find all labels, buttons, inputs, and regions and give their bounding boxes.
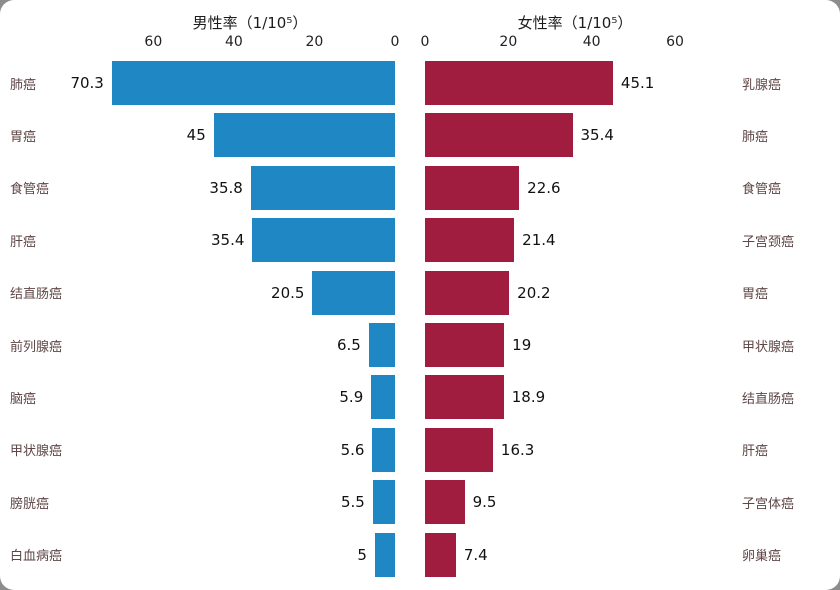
female-axis-tick-60: 60	[666, 34, 684, 50]
female-category-label: 甲状腺癌	[742, 339, 795, 355]
male-category-label: 白血病癌	[10, 549, 63, 565]
female-value-label: 19	[512, 336, 532, 354]
male-category-label: 胃癌	[10, 129, 37, 145]
male-value-label: 20.5	[271, 283, 305, 302]
male-axis-title: 男性率（1/10⁵）	[192, 14, 308, 32]
female-value-label: 9.5	[472, 493, 497, 512]
female-bar	[425, 165, 520, 210]
male-category-label: 甲状腺癌	[10, 444, 63, 460]
male-bar	[371, 375, 395, 420]
female-value-label: 45.1	[620, 74, 655, 92]
female-category-label: 肺癌	[742, 129, 769, 145]
male-value-label: 45	[186, 126, 206, 145]
female-value-label: 16.3	[500, 440, 535, 459]
female-bar	[425, 270, 510, 315]
female-bar	[425, 375, 504, 420]
female-value-label: 20.2	[517, 283, 551, 302]
male-axis-tick-20: 20	[305, 34, 324, 50]
male-category-label: 食管癌	[10, 182, 50, 198]
male-bar	[368, 323, 395, 367]
female-bar	[425, 113, 573, 158]
female-category-label: 结直肠癌	[742, 391, 795, 407]
male-bar	[250, 165, 395, 210]
female-axis-tick-40: 40	[582, 34, 601, 50]
male-bar	[111, 61, 395, 105]
female-bar	[425, 323, 505, 367]
female-axis-tick-0: 0	[420, 34, 430, 50]
male-value-label: 6.5	[336, 336, 361, 354]
male-bar	[252, 218, 395, 263]
male-category-label: 脑癌	[10, 391, 37, 407]
female-bar	[425, 480, 465, 525]
female-category-label: 子宫颈癌	[742, 234, 795, 250]
female-axis-title: 女性率（1/10⁵）	[517, 14, 633, 32]
male-axis-tick-60: 60	[144, 34, 163, 50]
male-value-label: 5.9	[339, 388, 364, 407]
female-bar	[425, 427, 493, 472]
female-category-label: 肝癌	[742, 444, 769, 460]
male-value-label: 35.8	[209, 178, 243, 197]
male-bar	[372, 480, 395, 525]
male-bar	[312, 270, 395, 315]
female-category-label: 胃癌	[742, 287, 769, 303]
female-value-label: 22.6	[527, 178, 561, 197]
male-bar	[213, 113, 395, 158]
male-category-label: 肺癌	[10, 77, 37, 93]
female-bar	[425, 532, 456, 577]
female-value-label: 35.4	[580, 126, 614, 145]
male-value-label: 5.6	[340, 440, 365, 459]
female-bar	[425, 218, 515, 263]
male-axis-tick-40: 40	[224, 34, 243, 50]
male-category-label: 膀胱癌	[10, 496, 50, 512]
male-category-label: 结直肠癌	[10, 287, 63, 303]
female-category-label: 卵巢癌	[742, 549, 782, 565]
female-value-label: 7.4	[463, 545, 488, 564]
male-bar	[372, 427, 395, 472]
male-value-label: 5.5	[341, 493, 365, 512]
male-value-label: 35.4	[211, 231, 245, 250]
female-category-label: 乳腺癌	[742, 77, 782, 93]
male-category-label: 肝癌	[10, 234, 37, 250]
female-value-label: 18.9	[511, 388, 546, 407]
male-value-label: 5	[357, 545, 367, 564]
male-value-label: 70.3	[70, 74, 104, 92]
female-category-label: 食管癌	[742, 182, 782, 198]
female-value-label: 21.4	[522, 231, 556, 250]
female-bar	[425, 61, 613, 105]
male-axis-tick-0: 0	[390, 34, 400, 50]
male-bar	[374, 532, 395, 577]
male-category-label: 前列腺癌	[10, 339, 63, 355]
female-category-label: 子宫体癌	[742, 496, 795, 512]
female-axis-tick-20: 20	[499, 34, 518, 50]
